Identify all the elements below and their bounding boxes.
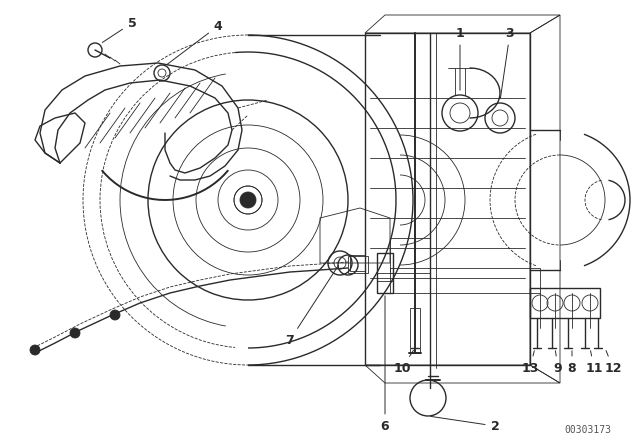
Circle shape	[70, 328, 80, 338]
Text: 2: 2	[431, 416, 499, 432]
Text: 4: 4	[167, 20, 222, 65]
Text: 1: 1	[456, 26, 465, 90]
Text: 6: 6	[381, 296, 389, 432]
Text: 9: 9	[554, 351, 563, 375]
Text: 13: 13	[522, 351, 539, 375]
Text: 7: 7	[285, 265, 339, 346]
Text: 5: 5	[102, 17, 136, 43]
Text: 12: 12	[604, 351, 621, 375]
Text: 00303173: 00303173	[564, 425, 611, 435]
Circle shape	[240, 192, 256, 208]
Text: 8: 8	[568, 351, 576, 375]
Circle shape	[110, 310, 120, 320]
Text: 10: 10	[393, 350, 413, 375]
Text: 3: 3	[500, 26, 515, 98]
Circle shape	[30, 345, 40, 355]
Text: 11: 11	[585, 351, 603, 375]
